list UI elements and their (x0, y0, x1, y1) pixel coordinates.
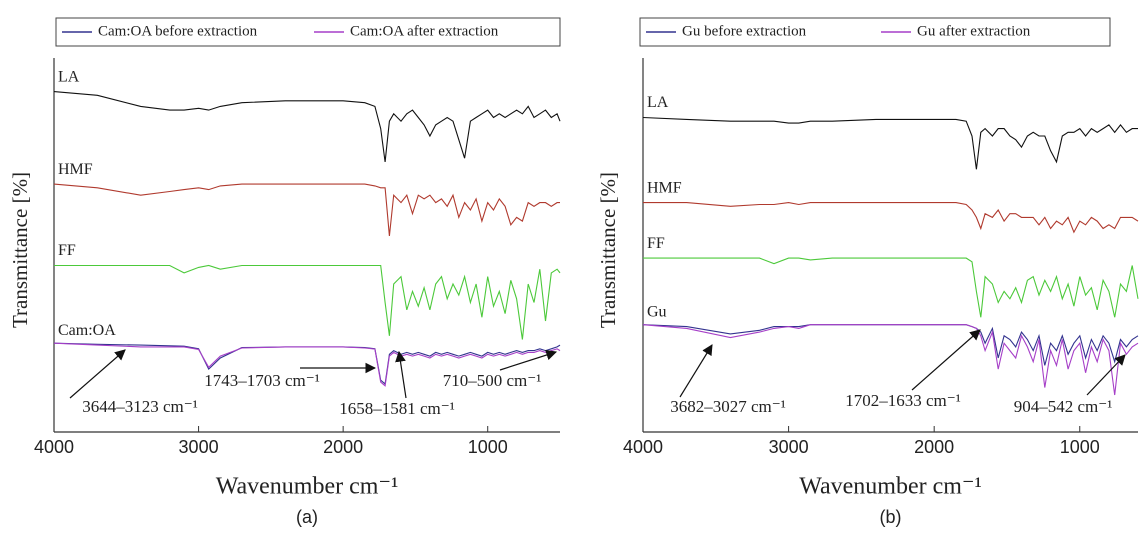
annotation: 904–542 cm⁻¹ (1014, 397, 1113, 416)
reference-spectrum (642, 116, 1138, 170)
reference-spectrum (54, 264, 561, 340)
x-tick-label: 2000 (323, 437, 363, 457)
y-axis-label: Transmittance [%] (596, 172, 620, 328)
annotation: 1702–1633 cm⁻¹ (845, 391, 961, 410)
legend-label: Cam:OA after extraction (350, 23, 499, 39)
annotation: 3682–3027 cm⁻¹ (670, 397, 786, 416)
legend-label: Cam:OA before extraction (98, 23, 258, 39)
trace-label: HMF (647, 179, 682, 196)
sample-spectrum (53, 342, 561, 387)
legend-label: Gu before extraction (682, 23, 807, 39)
x-tick-label: 3000 (179, 437, 219, 457)
reference-spectrum (53, 91, 561, 162)
annotation-arrow (499, 349, 558, 371)
x-tick-label: 3000 (769, 437, 809, 457)
trace-label: FF (58, 242, 76, 259)
sample-label: Cam:OA (58, 322, 116, 339)
x-axis-label: Wavenumber cm⁻¹ (799, 474, 982, 500)
x-tick-label: 2000 (914, 437, 954, 457)
sample-spectrum (53, 342, 561, 385)
sample-spectrum (642, 324, 1139, 396)
caption: (b) (880, 507, 902, 527)
y-axis-label: Transmittance [%] (8, 172, 32, 328)
caption: (a) (296, 507, 318, 527)
x-tick-label: 1000 (1060, 437, 1100, 457)
trace-label: LA (58, 68, 80, 85)
annotation-arrow (69, 349, 126, 399)
annotation-arrow (679, 344, 713, 398)
x-axis-label: Wavenumber cm⁻¹ (216, 474, 399, 500)
x-tick-label: 1000 (468, 437, 508, 457)
legend-box (55, 17, 561, 47)
reference-spectrum (643, 202, 1139, 234)
reference-spectrum (53, 183, 560, 236)
x-tick-label: 4000 (623, 437, 663, 457)
annotation-arrow (1086, 354, 1126, 396)
trace-label: HMF (58, 161, 93, 178)
annotation-arrow (911, 329, 981, 391)
sample-label: Gu (647, 303, 667, 320)
annotation: 710–500 cm⁻¹ (443, 371, 542, 390)
legend-label: Gu after extraction (917, 23, 1031, 39)
annotation-arrow (395, 350, 407, 399)
legend-box (639, 17, 1111, 47)
annotation: 1743–1703 cm⁻¹ (204, 371, 320, 390)
annotation: 3644–3123 cm⁻¹ (82, 397, 198, 416)
trace-label: LA (647, 94, 669, 111)
x-tick-label: 4000 (34, 437, 74, 457)
annotation: 1658–1581 cm⁻¹ (339, 399, 455, 418)
trace-label: FF (647, 235, 665, 252)
reference-spectrum (643, 257, 1139, 318)
